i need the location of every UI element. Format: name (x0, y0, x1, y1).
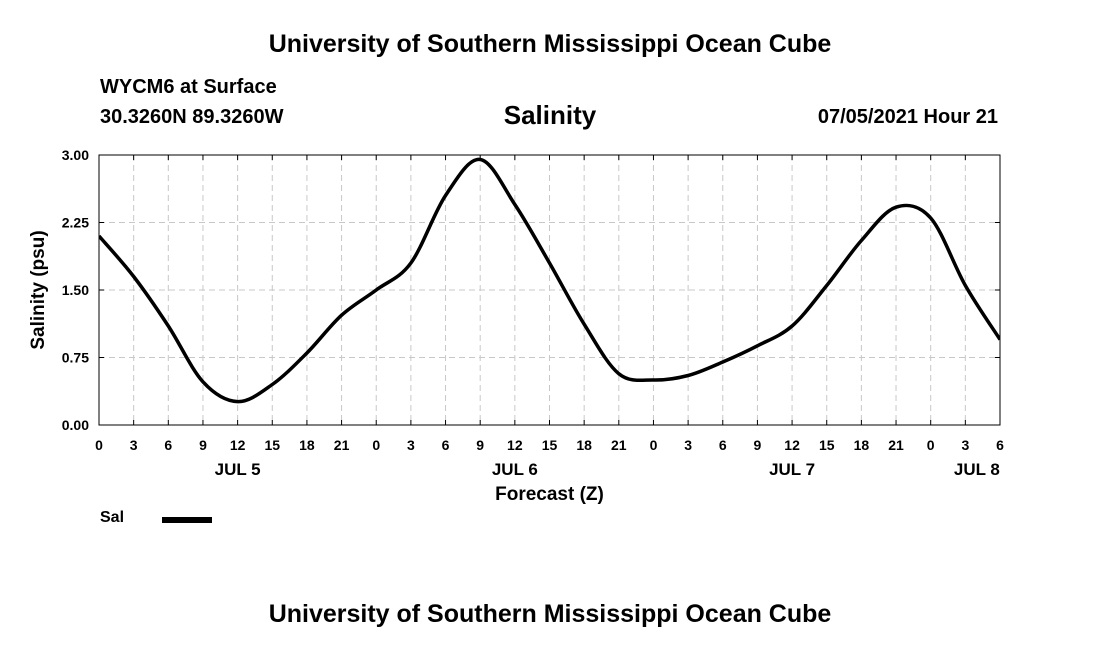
x-tick-label: 6 (164, 437, 172, 453)
x-tick-label: 12 (507, 437, 523, 453)
chart-grid (99, 155, 1000, 425)
date-label: JUL 8 (954, 460, 1000, 479)
x-tick-label: 0 (95, 437, 103, 453)
x-tick-label: 9 (754, 437, 762, 453)
y-tick-label: 0.00 (62, 417, 89, 433)
y-tick-label: 1.50 (62, 282, 89, 298)
x-tick-label: 12 (230, 437, 246, 453)
date-label: JUL 6 (492, 460, 538, 479)
legend-label: Sal (100, 509, 125, 526)
date-label: JUL 7 (769, 460, 815, 479)
y-tick-label: 0.75 (62, 350, 89, 366)
x-tick-label: 21 (888, 437, 904, 453)
chart-footer-title: University of Southern Mississippi Ocean… (268, 600, 832, 628)
x-tick-label: 9 (199, 437, 207, 453)
x-tick-label: 9 (476, 437, 484, 453)
x-tick-label: 3 (961, 437, 969, 453)
x-tick-label: 21 (334, 437, 350, 453)
y-axis-ticks: 0.00 0.75 1.50 2.25 3.00 (62, 147, 1000, 433)
x-tick-label: 6 (996, 437, 1004, 453)
x-tick-label: 0 (927, 437, 935, 453)
coordinates-label: 30.3260N 89.3260W (100, 106, 284, 128)
legend-swatch (162, 517, 212, 523)
date-label: JUL 5 (215, 460, 261, 479)
x-tick-label: 3 (130, 437, 138, 453)
series-line-sal (99, 157, 1000, 404)
x-tick-label: 6 (442, 437, 450, 453)
x-tick-label: 18 (299, 437, 315, 453)
x-tick-label: 6 (719, 437, 727, 453)
x-tick-label: 18 (854, 437, 870, 453)
x-tick-label: 15 (819, 437, 835, 453)
y-tick-label: 3.00 (62, 147, 89, 163)
x-tick-label: 18 (576, 437, 592, 453)
x-axis-ticks: 0 3 6 9 12 15 18 21 0 3 6 9 12 15 18 21 0 3 6 9 12 15 18 21 0 3 6 J… (95, 155, 1004, 479)
x-tick-label: 12 (784, 437, 800, 453)
series-layer (99, 157, 1000, 404)
plot-frame (98, 154, 1001, 426)
y-tick-label: 2.25 (62, 215, 89, 231)
x-tick-label: 15 (264, 437, 280, 453)
x-tick-label: 21 (611, 437, 627, 453)
x-tick-label: 3 (407, 437, 415, 453)
chart-header-title: University of Southern Mississippi Ocean… (268, 30, 832, 58)
x-tick-label: 15 (542, 437, 558, 453)
station-label: WYCM6 at Surface (100, 76, 277, 98)
x-tick-label: 0 (372, 437, 380, 453)
datetime-label: 07/05/2021 Hour 21 (817, 106, 998, 128)
x-tick-label: 3 (684, 437, 692, 453)
y-axis-label: Salinity (psu) (28, 230, 49, 349)
x-tick-label: 0 (650, 437, 658, 453)
x-axis-label: Forecast (Z) (495, 484, 604, 505)
chart-title: Salinity (503, 100, 597, 130)
